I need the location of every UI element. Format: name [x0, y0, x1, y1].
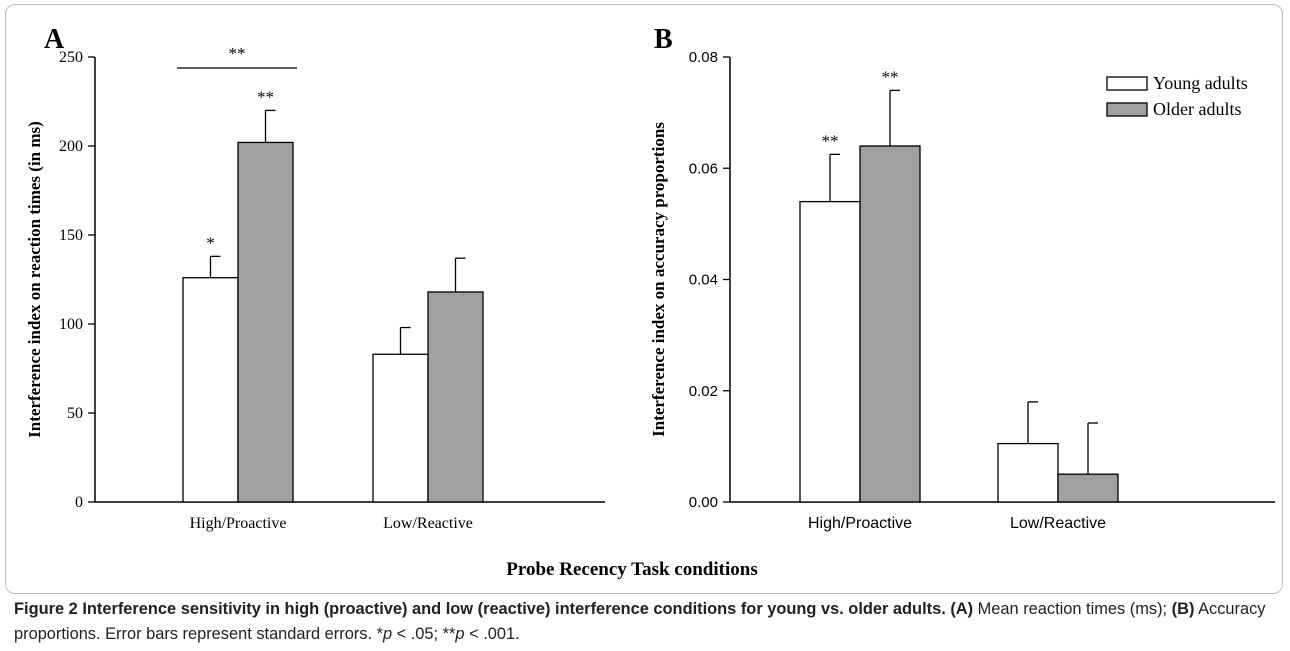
x-tick-label: High/Proactive	[808, 515, 912, 532]
y-tick-label: 0.02	[689, 383, 718, 400]
shared-x-axis-label: Probe Recency Task conditions	[506, 559, 757, 580]
x-tick-label: High/Proactive	[190, 515, 287, 532]
y-tick-label: 0.06	[689, 160, 718, 177]
legend-swatch	[1106, 102, 1148, 117]
caption-text-a: Mean reaction times (ms);	[977, 600, 1168, 618]
y-axis-label: Interference index on accuracy proportio…	[649, 122, 668, 437]
panel-label: B	[654, 24, 673, 55]
caption-text-p2: < .001.	[464, 625, 520, 643]
caption-p-symbol: p	[382, 625, 393, 643]
legend: Young adults Older adults	[1106, 73, 1248, 119]
figure-caption: Figure 2 Interference sensitivity in hig…	[14, 597, 1276, 647]
y-tick-label: 150	[59, 227, 83, 244]
bar	[182, 277, 239, 503]
y-tick-label: 100	[59, 316, 83, 333]
y-tick-label: 50	[67, 405, 83, 422]
legend-swatch	[1106, 76, 1148, 91]
panel-label: A	[44, 24, 65, 55]
significance-marker: **	[822, 131, 839, 150]
x-tick-label: Low/Reactive	[383, 515, 473, 532]
caption-label-a: (A)	[950, 600, 974, 618]
caption-figure-label: Figure 2	[14, 600, 78, 618]
y-tick-label: 250	[59, 49, 83, 66]
bar	[372, 353, 429, 503]
y-tick-label: 0.04	[689, 272, 718, 289]
x-tick-label: Low/Reactive	[1010, 515, 1106, 532]
y-tick-label: 0.08	[689, 49, 718, 66]
significance-marker: *	[206, 233, 215, 252]
y-tick-label: 200	[59, 138, 83, 155]
caption-text-b: Accuracy proportions. Error bars represe…	[14, 600, 1266, 643]
caption-label-b: (B)	[1171, 600, 1195, 618]
caption-text-p1: < .05; **	[392, 625, 456, 643]
bar	[859, 145, 921, 503]
chart-panel-b: B 0.00 0.02 0.04 0.06 0.08 Interference index …	[649, 24, 1275, 532]
comparison-marker: **	[229, 44, 246, 63]
bar	[427, 291, 484, 503]
figure-svg: A 0 50 100 150 200 250 Interference index on re…	[25, 24, 1275, 580]
bar	[237, 141, 294, 503]
legend-label: Older adults	[1153, 99, 1241, 119]
y-tick-label: 0	[75, 494, 83, 511]
bar	[1057, 473, 1119, 503]
bar	[799, 200, 861, 503]
bar	[997, 442, 1059, 503]
significance-marker: **	[882, 67, 899, 86]
legend-label: Young adults	[1153, 73, 1248, 93]
chart-panel-a: A 0 50 100 150 200 250 Interference index on re…	[25, 24, 605, 532]
caption-p-symbol-2: p	[455, 625, 465, 643]
y-axis-label: Interference index on reaction times (in…	[25, 121, 44, 438]
significance-marker: **	[257, 87, 274, 106]
caption-title: Interference sensitivity in high (proact…	[82, 600, 946, 618]
y-tick-label: 0.00	[689, 494, 718, 511]
figure-frame	[5, 4, 1283, 594]
